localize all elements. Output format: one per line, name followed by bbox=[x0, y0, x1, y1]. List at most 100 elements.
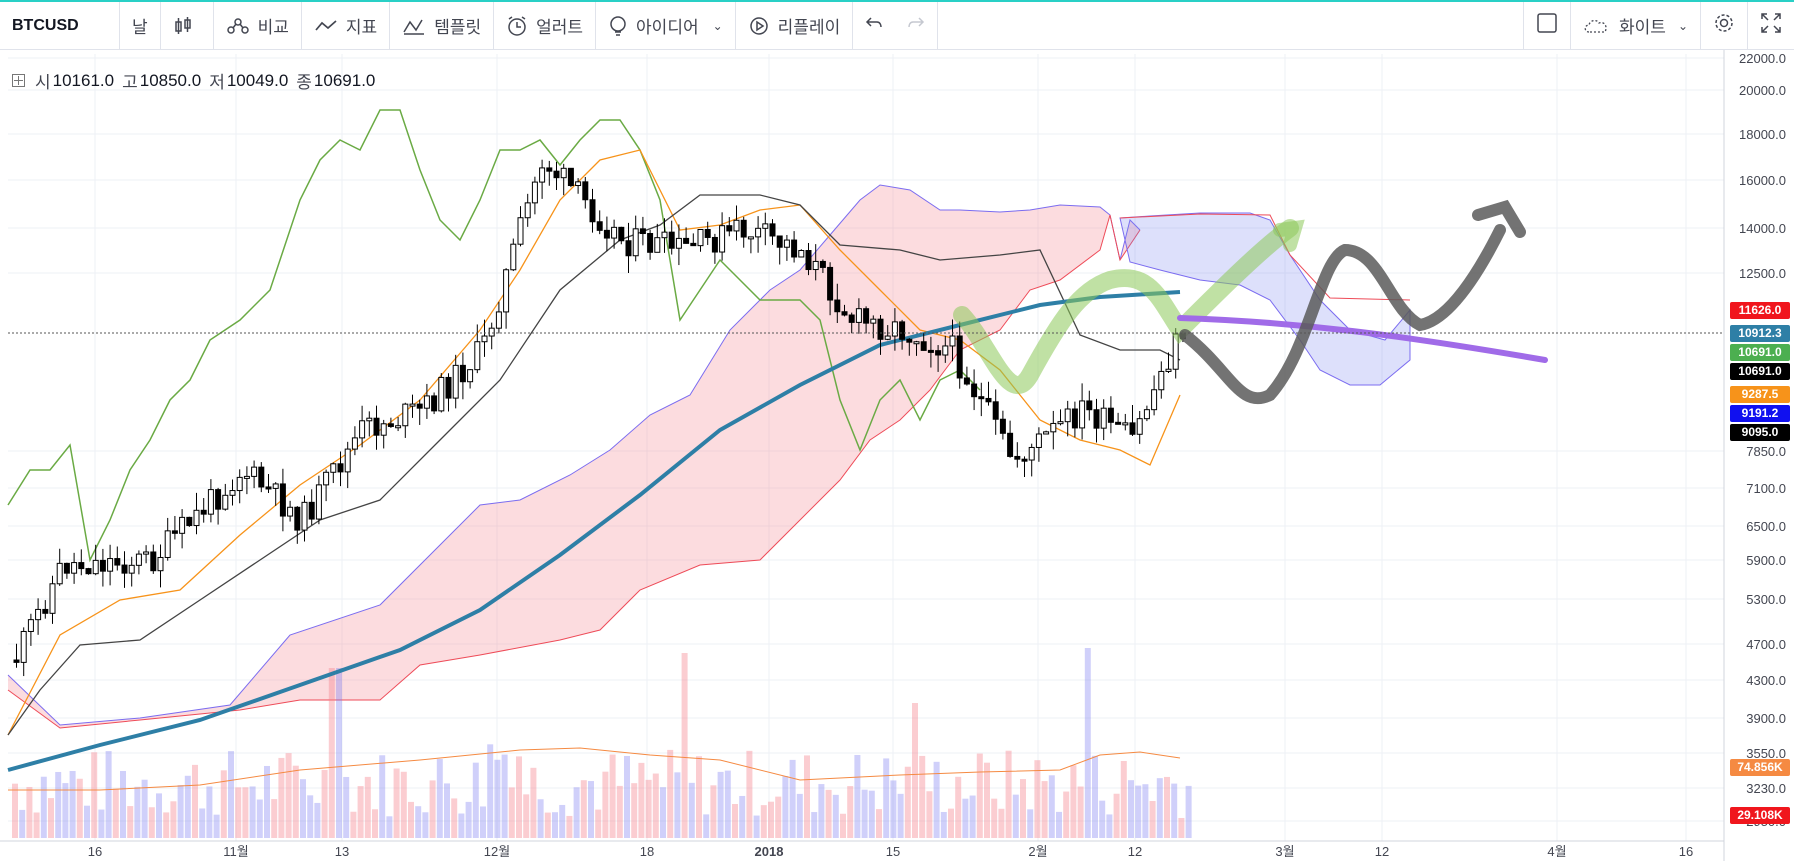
candle-body bbox=[791, 239, 798, 258]
candle-body bbox=[935, 350, 942, 356]
price-axis-label: 7100.0 bbox=[1746, 481, 1786, 496]
chart-type-button[interactable] bbox=[161, 1, 214, 50]
layout-button[interactable] bbox=[1524, 1, 1572, 50]
volume-bar bbox=[33, 812, 40, 838]
candle-body bbox=[222, 494, 229, 510]
templates-button[interactable]: 템플릿 bbox=[390, 1, 495, 50]
ichimoku-cloud bbox=[7, 184, 1411, 729]
fullscreen-button[interactable] bbox=[1748, 2, 1794, 50]
top-toolbar: BTCUSD 날 비교 지표 템플릿 얼러트 아이디어 ⌄ 리플레이 bbox=[0, 0, 1794, 50]
volume-bar bbox=[1106, 814, 1113, 838]
price-axis-label: 20000.0 bbox=[1739, 83, 1786, 98]
candle-body bbox=[971, 383, 978, 398]
close-label: 종 bbox=[296, 73, 312, 92]
volume-bar bbox=[328, 668, 335, 838]
price-axis-label: 12500.0 bbox=[1739, 266, 1786, 281]
volume-bar bbox=[458, 813, 465, 838]
ideas-button[interactable]: 아이디어 ⌄ bbox=[596, 1, 736, 50]
candle-body bbox=[747, 236, 754, 240]
volume-bar bbox=[1077, 786, 1084, 838]
replay-button[interactable]: 리플레이 bbox=[736, 1, 854, 50]
volume-bar bbox=[141, 779, 148, 838]
volume-bar bbox=[696, 756, 702, 838]
interval-button[interactable]: 날 bbox=[120, 1, 161, 50]
volume-bar bbox=[184, 775, 191, 838]
candle-body bbox=[251, 466, 258, 477]
volume-bar bbox=[480, 806, 486, 838]
candle-body bbox=[726, 225, 733, 232]
compare-button[interactable]: 비교 bbox=[214, 1, 302, 50]
redo-button[interactable] bbox=[895, 1, 939, 50]
volume-bar bbox=[134, 786, 141, 838]
price-axis-label: 3230.0 bbox=[1746, 781, 1786, 796]
volume-bar bbox=[465, 801, 472, 838]
candle-body bbox=[121, 564, 128, 574]
volume-bar bbox=[861, 789, 868, 838]
price-axis-label: 6500.0 bbox=[1746, 519, 1786, 534]
volume-bar bbox=[343, 776, 350, 838]
volume-bar bbox=[868, 790, 875, 838]
volume-bar bbox=[537, 799, 544, 838]
volume-bar bbox=[192, 764, 198, 838]
candle-body bbox=[229, 490, 236, 496]
volume-bar bbox=[904, 766, 911, 838]
price-axis-label: 4700.0 bbox=[1746, 637, 1786, 652]
candle-body bbox=[236, 476, 243, 492]
volume-bar bbox=[1048, 775, 1055, 838]
candle-body bbox=[517, 217, 524, 245]
green-arrow-head bbox=[1273, 219, 1305, 252]
volume-bar bbox=[746, 750, 753, 838]
volume-bar bbox=[976, 753, 983, 838]
candle-body bbox=[884, 335, 891, 340]
low-value: 10049.0 bbox=[226, 70, 289, 90]
purple-trend-line bbox=[1177, 315, 1548, 363]
candle-body bbox=[546, 167, 553, 172]
price-tag: 74.856K bbox=[1730, 759, 1790, 776]
candle-body bbox=[92, 559, 99, 575]
candle-body bbox=[949, 335, 956, 347]
candle-body bbox=[143, 551, 150, 555]
volume-bar bbox=[408, 801, 414, 838]
candle-body bbox=[877, 318, 884, 340]
candle-body bbox=[812, 260, 819, 271]
volume-bar bbox=[314, 802, 321, 838]
alerts-button[interactable]: 얼러트 bbox=[494, 1, 597, 50]
volume-bar bbox=[170, 801, 177, 838]
symbol-search[interactable]: BTCUSD bbox=[0, 1, 120, 50]
candle-body bbox=[1143, 409, 1150, 420]
candle-body bbox=[1115, 421, 1122, 425]
candle-body bbox=[308, 501, 315, 520]
settings-button[interactable] bbox=[1701, 1, 1748, 50]
price-axis-label: 7850.0 bbox=[1746, 444, 1786, 459]
volume-bar bbox=[1027, 809, 1034, 838]
volume-bar bbox=[847, 786, 854, 838]
volume-bar bbox=[364, 776, 371, 838]
candle-body bbox=[863, 308, 870, 324]
candle-body bbox=[1165, 368, 1172, 372]
expand-legend-icon[interactable] bbox=[12, 74, 25, 87]
volume-bar bbox=[624, 755, 630, 838]
candle-body bbox=[128, 564, 135, 574]
time-axis-label: 2018 bbox=[755, 844, 784, 859]
undo-button[interactable] bbox=[853, 2, 895, 50]
time-axis-label: 15 bbox=[886, 844, 900, 859]
time-axis-label: 2월 bbox=[1028, 844, 1047, 859]
user-drawings bbox=[953, 199, 1548, 405]
volume-bar bbox=[271, 799, 278, 838]
candle-body bbox=[1129, 422, 1136, 435]
volume-bar bbox=[1034, 760, 1041, 838]
volume-bar bbox=[912, 703, 918, 838]
time-axis-label: 3월 bbox=[1275, 844, 1294, 859]
theme-button[interactable]: 화이트 ⌄ bbox=[1571, 1, 1701, 50]
volume-bar bbox=[48, 798, 54, 838]
gray-arrow-head bbox=[1472, 199, 1526, 238]
volume-bar bbox=[919, 755, 926, 838]
volume-bar bbox=[1149, 801, 1156, 838]
indicators-button[interactable]: 지표 bbox=[302, 1, 391, 50]
candle-body bbox=[618, 226, 625, 242]
candle-body bbox=[13, 659, 20, 663]
volume-bar bbox=[1020, 779, 1026, 838]
candle-body bbox=[42, 608, 49, 614]
volume-bar bbox=[768, 801, 774, 838]
